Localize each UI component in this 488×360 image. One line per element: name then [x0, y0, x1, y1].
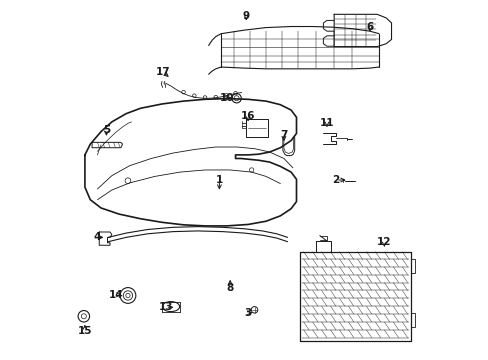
Text: 16: 16 [241, 111, 255, 121]
Text: 15: 15 [78, 325, 92, 336]
Text: 14: 14 [109, 290, 123, 300]
Text: 6: 6 [366, 22, 373, 32]
Text: 10: 10 [219, 93, 233, 103]
Text: 8: 8 [226, 283, 233, 293]
Text: 7: 7 [280, 130, 287, 140]
Text: 17: 17 [156, 67, 170, 77]
Text: 9: 9 [242, 11, 249, 21]
Text: 1: 1 [215, 175, 223, 185]
Text: 4: 4 [94, 232, 101, 242]
Text: 12: 12 [376, 237, 391, 247]
Text: 3: 3 [244, 308, 251, 318]
Text: 5: 5 [102, 125, 110, 135]
Text: 11: 11 [319, 118, 333, 128]
Text: 2: 2 [332, 175, 339, 185]
Text: 13: 13 [158, 302, 172, 312]
